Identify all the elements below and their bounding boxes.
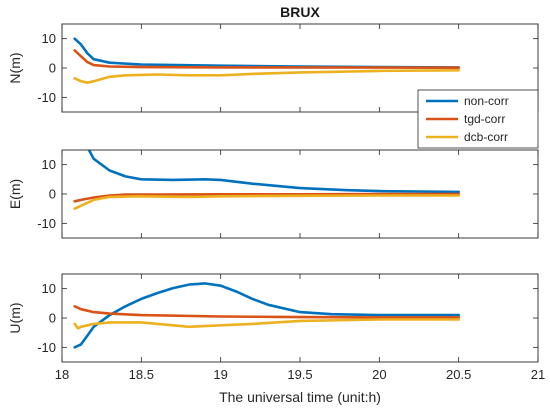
series-line-tgd-corr (73, 49, 461, 69)
series-group (73, 282, 461, 349)
series-line-tgd-corr (73, 192, 461, 203)
panel-frame (61, 23, 539, 113)
y-axis-label: E(m) (7, 179, 23, 209)
legend-label-tgd-corr: tgd-corr (464, 112, 505, 126)
series-line-tgd-corr (73, 304, 461, 319)
y-tick-label: 10 (42, 281, 56, 296)
panel-1: 10 0 -10 N(m) (7, 23, 539, 113)
x-tick-label: 18.5 (129, 367, 154, 382)
series-group (73, 150, 461, 210)
series-line-dcb-corr (73, 69, 461, 84)
series-line-non-corr (73, 37, 461, 69)
panel-frame (61, 273, 539, 363)
y-tick-label: -10 (37, 216, 56, 231)
legend: non-corr tgd-corr dcb-corr (417, 89, 539, 149)
series-line-non-corr (87, 150, 461, 194)
x-tick-label: 19 (213, 367, 227, 382)
panel-2: 10 0 -10 E(m) (7, 149, 539, 239)
legend-label-dcb-corr: dcb-corr (464, 130, 508, 144)
panels-group: 10 0 -10 N(m) 10 0 -10 E(m) 10 0 -10 18 18.5 19 19.5 20… (7, 23, 545, 382)
x-axis-label: The universal time (unit:h) (219, 389, 381, 405)
y-tick-label: -10 (37, 90, 56, 105)
legend-label-non-corr: non-corr (464, 94, 509, 108)
y-tick-label: 0 (49, 61, 56, 76)
y-tick-label: 0 (49, 311, 56, 326)
series-line-dcb-corr (73, 194, 461, 210)
series-group (73, 37, 461, 84)
series-line-non-corr (73, 282, 461, 349)
x-tick-label: 19.5 (287, 367, 312, 382)
y-axis-label: U(m) (7, 302, 23, 333)
panel-3: 10 0 -10 18 18.5 19 19.5 20 20.5 21 U(m) (7, 273, 545, 382)
series-line-dcb-corr (73, 318, 461, 330)
x-tick-label: 20.5 (446, 367, 471, 382)
x-tick-label: 21 (531, 367, 545, 382)
x-tick-label: 20 (372, 367, 386, 382)
chart-title: BRUX (280, 4, 320, 20)
x-tick-label: 18 (55, 367, 69, 382)
y-tick-label: -10 (37, 340, 56, 355)
y-tick-label: 10 (42, 157, 56, 172)
panel-frame (61, 149, 539, 239)
y-axis-label: N(m) (7, 52, 23, 83)
y-tick-label: 10 (42, 31, 56, 46)
y-tick-label: 0 (49, 187, 56, 202)
